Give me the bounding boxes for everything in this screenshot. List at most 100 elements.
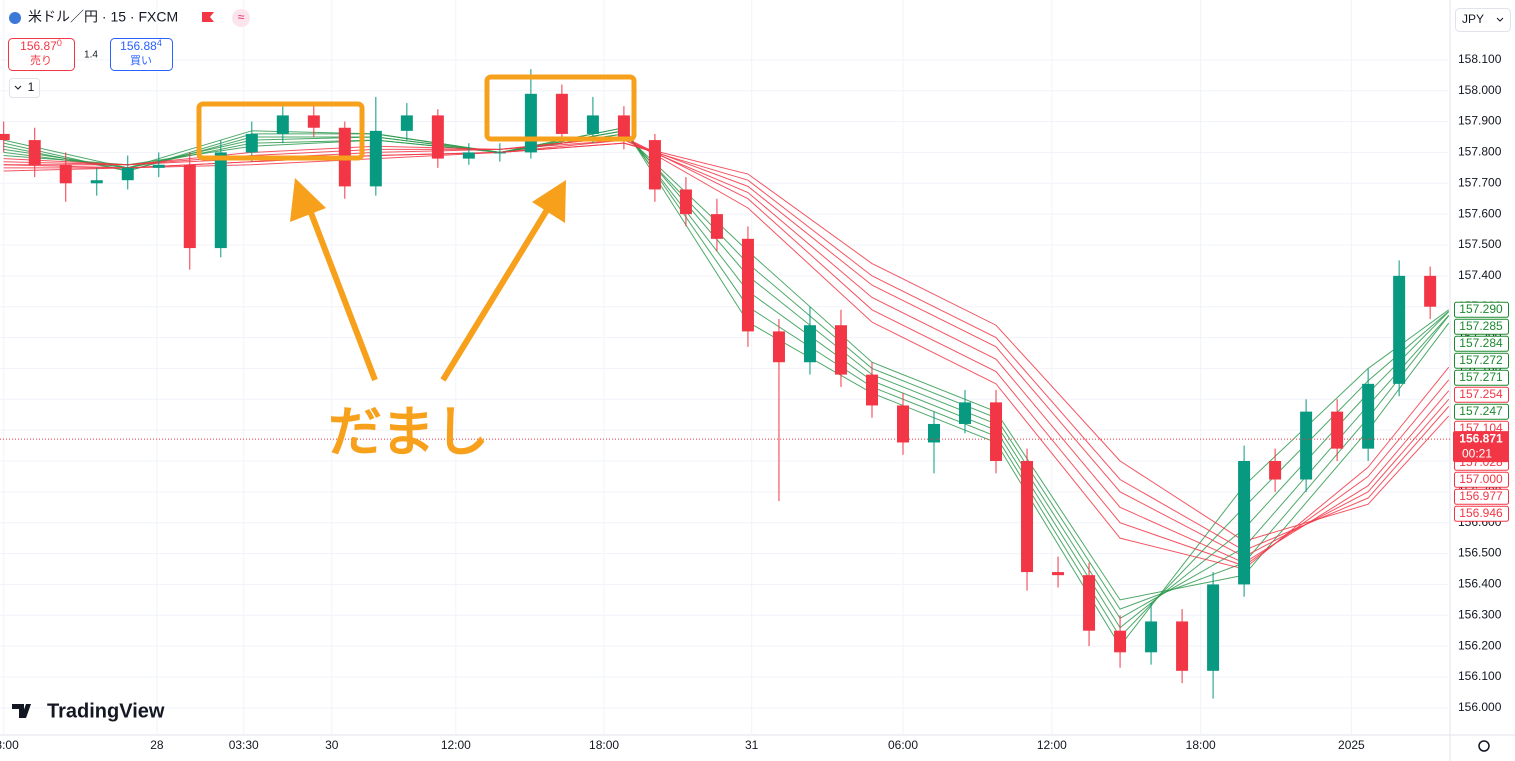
- price-label-box: [1454, 471, 1509, 488]
- y-tick-label: 156.500: [1458, 546, 1502, 560]
- price-label: 157.000: [1459, 472, 1503, 486]
- spread: 1.4: [84, 50, 98, 61]
- buy-price-main: 156.88: [120, 39, 157, 53]
- interval-count: 1: [28, 80, 35, 94]
- candle-body: [493, 152, 506, 154]
- flag-marker[interactable]: [202, 12, 214, 22]
- plot: [0, 69, 1450, 699]
- candle-body: [1424, 275, 1437, 307]
- x-tick-label: 28: [150, 738, 164, 752]
- candle-body: [1052, 572, 1065, 576]
- candle-body: [307, 115, 320, 128]
- price-label: 156.946: [1459, 506, 1503, 520]
- candle-body: [121, 167, 134, 181]
- logo-icon: [12, 704, 31, 718]
- price-label-box: [1454, 403, 1509, 420]
- price-label-box: [1454, 318, 1509, 335]
- candle-body: [834, 325, 847, 375]
- candle-body: [245, 133, 258, 153]
- compare-icon[interactable]: [232, 9, 250, 27]
- x-tick-label: 12:00: [441, 738, 471, 752]
- chevron: [1496, 17, 1504, 22]
- price-label: 156.977: [1459, 489, 1503, 503]
- sell-price-small: 0: [57, 38, 62, 48]
- candle-body: [1083, 575, 1096, 631]
- x-tick-label: 2025: [1338, 738, 1365, 752]
- price-label-box: [1454, 488, 1509, 505]
- countdown: 00:21: [1462, 446, 1492, 460]
- candle-body: [1021, 460, 1034, 573]
- buy-price: 156.884: [120, 38, 162, 53]
- grid: [0, 0, 1450, 735]
- compare-symbol: ≈: [238, 10, 245, 24]
- y-tick-label: 156.300: [1458, 607, 1502, 621]
- chevron: [14, 85, 22, 90]
- x-tick-label: 18:00: [589, 738, 619, 752]
- collapse-button[interactable]: [9, 78, 40, 98]
- logo[interactable]: TradingView: [47, 700, 165, 722]
- annotation: だまし: [328, 401, 489, 464]
- y-tick-label: 157.700: [1458, 175, 1502, 189]
- y-tick-label: 157.900: [1458, 114, 1502, 128]
- price-label-box: [1454, 301, 1509, 318]
- price-label: 157.247: [1459, 404, 1503, 418]
- candle-body: [59, 164, 72, 184]
- highlight-box: [484, 74, 637, 142]
- price-label-box: [1454, 386, 1509, 403]
- candle-body: [214, 152, 227, 249]
- candle-body: [679, 189, 692, 215]
- buy-button[interactable]: [110, 38, 173, 71]
- candle-body: [741, 238, 754, 332]
- y-tick-label: 157.800: [1458, 145, 1502, 159]
- last-price-label: 156.871: [1459, 431, 1503, 445]
- last-price-box: [1453, 431, 1509, 463]
- y-tick-label: 156.100: [1458, 669, 1502, 683]
- candle-body: [0, 133, 10, 141]
- sell-button[interactable]: [8, 38, 75, 71]
- arrow-head: [290, 178, 326, 222]
- price-label-box: [1454, 352, 1509, 369]
- candle-body: [90, 180, 103, 184]
- y-tick-label: 156.200: [1458, 638, 1502, 652]
- price-label: 157.254: [1459, 387, 1503, 401]
- buy-label: 買い: [130, 54, 152, 67]
- candle-body: [617, 115, 630, 141]
- y-tick-label: 156.000: [1458, 700, 1502, 714]
- x-tick-label: 30: [325, 738, 339, 752]
- price-label-box: [1454, 335, 1509, 352]
- sell-label: 売り: [30, 54, 52, 67]
- candle-body: [276, 115, 289, 134]
- candle-body: [1269, 460, 1282, 480]
- price-label-box: [1454, 369, 1509, 386]
- x-tick-label: 18:00: [0, 738, 19, 752]
- candle-body: [896, 405, 909, 443]
- candle-body: [1114, 630, 1127, 653]
- candle-body: [803, 325, 816, 363]
- candle-body: [865, 374, 878, 406]
- sell-price-main: 156.87: [20, 39, 57, 53]
- candle-body: [431, 115, 444, 159]
- price-label: 157.285: [1459, 319, 1503, 333]
- settings-icon[interactable]: [1478, 740, 1490, 752]
- y-tick-label: 158.100: [1458, 52, 1502, 66]
- axes: 156.000 156.100 156.200 156.300 156.400 156.5…: [0, 52, 1509, 752]
- candle-body: [1362, 383, 1375, 449]
- candle-body: [1331, 411, 1344, 449]
- x-tick-label: 12:00: [1037, 738, 1067, 752]
- candle-body: [772, 331, 785, 363]
- price-label: 157.290: [1459, 302, 1503, 316]
- highlight-box: [196, 101, 365, 161]
- arrow-shaft: [305, 203, 378, 382]
- candle-body: [555, 93, 568, 134]
- candle-body: [1393, 275, 1406, 384]
- y-tick-label: 158.000: [1458, 83, 1502, 97]
- arrow-head: [532, 180, 566, 223]
- candle-body: [586, 115, 599, 134]
- currency-button[interactable]: [1455, 8, 1511, 32]
- candle-body: [959, 402, 972, 424]
- symbol[interactable]: 米ドル／円 · 15 · FXCM: [28, 9, 178, 25]
- candle-body: [1176, 621, 1189, 671]
- candle-body: [524, 93, 537, 153]
